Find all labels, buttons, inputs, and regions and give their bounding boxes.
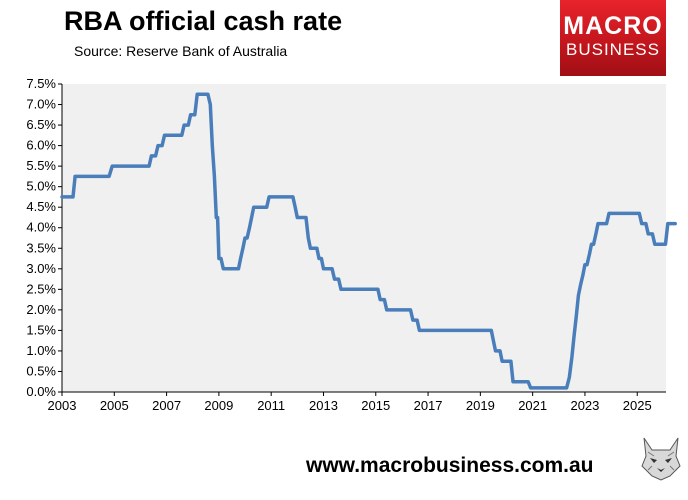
y-tick-label: 1.5% — [26, 322, 56, 337]
x-tick-label: 2007 — [152, 398, 181, 413]
y-tick-label: 4.0% — [26, 220, 56, 235]
series-layer — [60, 92, 677, 390]
y-tick-label: 1.0% — [26, 343, 56, 358]
logo-line-2: BUSINESS — [566, 40, 660, 59]
x-tick-label: 2017 — [414, 398, 443, 413]
logo-line-1: MACRO — [563, 12, 663, 40]
y-tick-label: 0.0% — [26, 384, 56, 399]
chart-subtitle: Source: Reserve Bank of Australia — [74, 43, 288, 59]
y-tick-label: 2.5% — [26, 281, 56, 296]
y-tick-label: 6.5% — [26, 117, 56, 132]
site-url: www.macrobusiness.com.au — [306, 454, 594, 477]
y-tick-label: 7.0% — [26, 97, 56, 112]
x-tick-label: 2019 — [466, 398, 495, 413]
series-line-cash-rate — [60, 92, 677, 390]
macrobusiness-logo: MACRO BUSINESS — [560, 0, 666, 76]
y-tick-label: 2.0% — [26, 302, 56, 317]
y-tick-label: 5.5% — [26, 158, 56, 173]
y-tick-label: 3.5% — [26, 240, 56, 255]
x-tick-label: 2021 — [518, 398, 547, 413]
chart-title: RBA official cash rate — [64, 6, 343, 36]
y-axis: 0.0% 0.5% 1.0% 1.5% 2.0% 2.5% 3.0% 3.5% 4.0% 4.5%… — [26, 76, 63, 399]
y-tick-label: 7.5% — [26, 76, 56, 91]
x-tick-label: 2013 — [309, 398, 338, 413]
x-tick-label: 2003 — [48, 398, 77, 413]
x-tick-label: 2005 — [100, 398, 129, 413]
x-tick-label: 2015 — [361, 398, 390, 413]
y-tick-label: 3.0% — [26, 261, 56, 276]
y-tick-label: 5.0% — [26, 179, 56, 194]
y-tick-label: 6.0% — [26, 138, 56, 153]
x-tick-label: 2023 — [570, 398, 599, 413]
x-tick-label: 2011 — [257, 398, 285, 413]
x-tick-label: 2009 — [204, 398, 233, 413]
y-tick-label: 4.5% — [26, 199, 56, 214]
plot-area — [62, 84, 666, 392]
x-axis: 2003 2005 2007 2009 2011 2013 2015 2017 2019 2021… — [48, 391, 666, 413]
x-tick-label: 2025 — [623, 398, 652, 413]
y-tick-label: 0.5% — [26, 363, 56, 378]
wolf-icon — [641, 437, 681, 481]
